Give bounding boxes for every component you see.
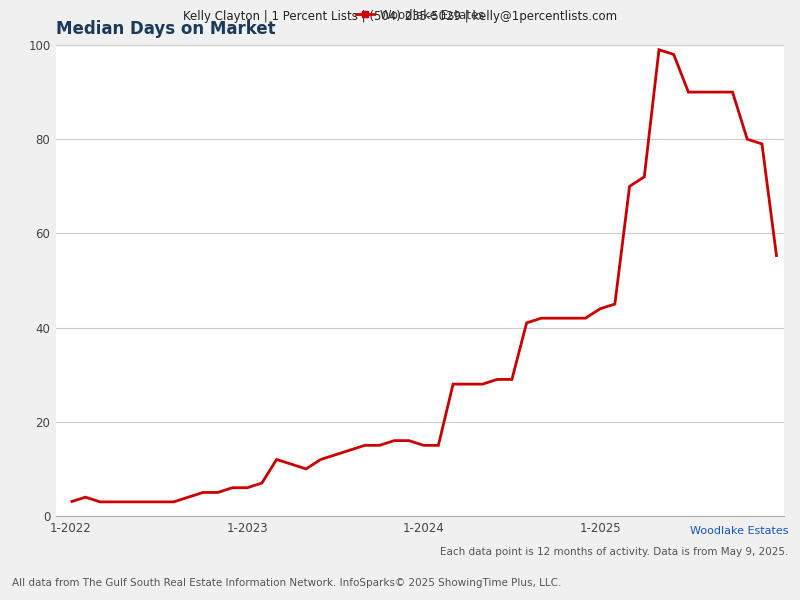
Text: All data from The Gulf South Real Estate Information Network. InfoSparks© 2025 S: All data from The Gulf South Real Estate… bbox=[12, 578, 562, 588]
Legend: Woodlake Estates: Woodlake Estates bbox=[351, 4, 489, 26]
Text: Woodlake Estates: Woodlake Estates bbox=[690, 526, 788, 536]
Text: Kelly Clayton | 1 Percent Lists | (504) 235-5029 | kelly@1percentlists.com: Kelly Clayton | 1 Percent Lists | (504) … bbox=[183, 10, 617, 23]
Text: Median Days on Market: Median Days on Market bbox=[56, 20, 276, 38]
Text: Each data point is 12 months of activity. Data is from May 9, 2025.: Each data point is 12 months of activity… bbox=[440, 547, 788, 557]
